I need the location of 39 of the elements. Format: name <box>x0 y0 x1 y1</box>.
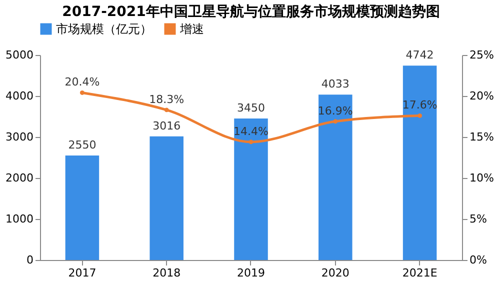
y-tick-label: 0 <box>26 254 34 266</box>
y-tick-label: 3000 <box>6 130 34 144</box>
y-tick-label: 2000 <box>6 172 34 184</box>
data-label: 16.9% <box>318 104 353 118</box>
point <box>164 108 169 112</box>
y-tick-label: 5000 <box>6 48 34 62</box>
data-label: 4742 <box>406 48 434 62</box>
y2-tick-label: 25% <box>470 48 494 62</box>
x-tick-label: 2020 <box>321 266 350 280</box>
data-label: 4033 <box>321 78 350 91</box>
x-tick-label: 2021E <box>402 266 438 280</box>
y-tick-label: 4000 <box>6 90 34 102</box>
y2-tick-label: 15% <box>470 130 494 144</box>
legend-label: 市场规模（亿元） <box>56 22 152 36</box>
chart-title: 2017-2021年中国卫星导航与位置服务市场规模预测趋势图 <box>62 3 440 20</box>
y2-tick-label: 10% <box>470 172 494 184</box>
data-label: 2550 <box>68 138 96 152</box>
data-label: 18.3% <box>149 92 184 106</box>
bar <box>65 155 100 260</box>
legend-label: 增速 <box>179 22 204 36</box>
bar <box>318 94 352 260</box>
bar <box>150 136 184 260</box>
y-tick-label: 1000 <box>6 212 34 226</box>
y2-tick-label: 0% <box>470 254 487 266</box>
bar <box>234 118 268 260</box>
point <box>80 90 84 95</box>
bar <box>402 66 437 260</box>
x-tick-label: 2019 <box>237 266 265 280</box>
point <box>418 113 422 118</box>
data-label: 3016 <box>152 119 181 132</box>
y2-tick-label: 5% <box>470 212 487 226</box>
y2-tick-label: 20% <box>470 90 494 102</box>
x-tick-label: 2017 <box>68 266 96 280</box>
data-label: 20.4% <box>64 76 100 89</box>
point <box>248 140 254 144</box>
data-label: 14.4% <box>234 124 268 138</box>
data-label: 3450 <box>237 102 265 115</box>
point <box>333 119 338 124</box>
x-tick-label: 2018 <box>152 266 181 280</box>
